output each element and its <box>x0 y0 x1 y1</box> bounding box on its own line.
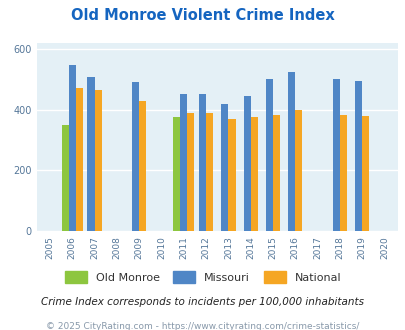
Bar <box>361 116 369 231</box>
Text: Old Monroe Violent Crime Index: Old Monroe Violent Crime Index <box>71 8 334 23</box>
Legend: Old Monroe, Missouri, National: Old Monroe, Missouri, National <box>64 271 341 283</box>
Bar <box>221 104 228 231</box>
Bar <box>332 79 339 231</box>
Bar <box>198 94 206 231</box>
Bar <box>339 115 346 231</box>
Bar <box>250 117 257 231</box>
Bar <box>243 96 250 231</box>
Bar <box>272 115 279 231</box>
Bar <box>354 82 361 231</box>
Bar <box>180 94 187 231</box>
Bar <box>94 90 101 231</box>
Bar <box>68 65 76 231</box>
Bar <box>228 119 235 231</box>
Bar <box>294 110 302 231</box>
Bar <box>87 77 94 231</box>
Bar <box>139 101 146 231</box>
Bar <box>76 88 83 231</box>
Bar <box>187 113 194 231</box>
Bar <box>62 125 68 231</box>
Bar <box>173 117 180 231</box>
Bar <box>288 72 294 231</box>
Text: Crime Index corresponds to incidents per 100,000 inhabitants: Crime Index corresponds to incidents per… <box>41 297 364 307</box>
Bar <box>265 79 272 231</box>
Bar <box>206 113 213 231</box>
Bar <box>132 82 139 231</box>
Text: © 2025 CityRating.com - https://www.cityrating.com/crime-statistics/: © 2025 CityRating.com - https://www.city… <box>46 322 359 330</box>
